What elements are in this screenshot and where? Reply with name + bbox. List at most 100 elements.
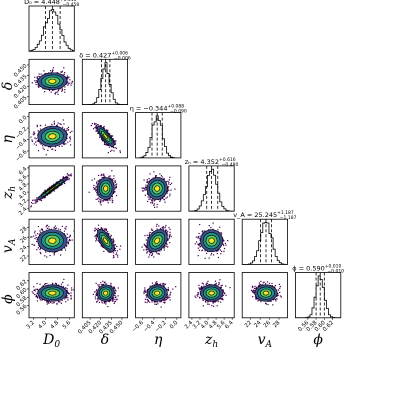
sample-point xyxy=(43,196,45,198)
sample-point xyxy=(53,227,55,229)
sample-point xyxy=(45,226,47,228)
sample-point xyxy=(56,91,58,93)
sample-point xyxy=(111,178,113,180)
sample-point xyxy=(100,204,102,206)
sample-point xyxy=(146,187,148,189)
sample-point xyxy=(95,185,97,187)
sample-point xyxy=(95,190,97,192)
sample-point xyxy=(57,122,59,124)
sample-point xyxy=(37,139,39,142)
sample-point xyxy=(99,135,101,137)
sample-point xyxy=(103,140,105,143)
sample-point xyxy=(94,126,96,129)
y-tick-label-zh: 2.4 xyxy=(18,206,29,217)
sample-point xyxy=(61,183,63,186)
sample-point xyxy=(165,181,167,183)
sample-point xyxy=(96,194,98,196)
sample-point xyxy=(64,247,66,249)
sample-point xyxy=(64,86,66,88)
sample-point xyxy=(117,256,119,258)
sample-point xyxy=(110,177,112,180)
sample-point xyxy=(112,179,114,182)
sample-point xyxy=(163,199,165,201)
sample-point xyxy=(76,138,77,139)
sample-point xyxy=(91,123,94,125)
sample-point xyxy=(110,235,112,238)
contour-0p5sigma xyxy=(48,133,57,140)
sample-point xyxy=(37,130,39,132)
sample-point xyxy=(103,175,105,177)
sample-point xyxy=(102,174,104,176)
sample-point xyxy=(55,91,57,94)
sample-point xyxy=(107,200,109,202)
sample-point xyxy=(43,148,45,151)
sample-point xyxy=(32,202,34,205)
sample-point xyxy=(40,124,42,127)
sample-point xyxy=(95,123,97,125)
sample-point xyxy=(41,229,43,231)
sample-point xyxy=(101,173,103,175)
contour-0p5sigma xyxy=(48,237,57,244)
sample-point xyxy=(65,77,68,79)
sample-point xyxy=(112,137,114,140)
sample-point xyxy=(58,88,60,90)
panel-frame xyxy=(135,112,182,159)
sample-point xyxy=(102,139,104,142)
sample-point xyxy=(170,182,173,184)
sample-point xyxy=(68,238,71,241)
sample-point xyxy=(146,181,149,184)
sample-point xyxy=(43,70,45,72)
sample-point xyxy=(102,126,105,129)
sample-point xyxy=(44,189,46,191)
sample-point xyxy=(34,200,36,202)
sample-point xyxy=(48,226,50,228)
sample-point xyxy=(108,133,111,135)
sample-point xyxy=(58,228,60,230)
sample-point xyxy=(153,206,156,208)
sample-point xyxy=(65,130,67,132)
y-tick-label-zh: 5.6 xyxy=(18,174,29,185)
sample-point xyxy=(98,240,100,242)
sample-point xyxy=(153,203,155,205)
sample-point xyxy=(148,198,150,200)
sample-point xyxy=(44,196,46,198)
sample-point xyxy=(36,240,38,243)
sample-point xyxy=(62,143,65,145)
sample-point xyxy=(146,200,149,203)
sample-point xyxy=(161,176,163,178)
sample-point xyxy=(96,181,98,183)
sample-point xyxy=(32,199,34,201)
sample-point xyxy=(40,231,42,234)
sample-point xyxy=(103,173,105,175)
sample-point xyxy=(92,128,95,130)
histogram-zh xyxy=(188,168,235,212)
sample-point xyxy=(108,144,110,147)
sample-point xyxy=(95,182,98,184)
sample-point xyxy=(54,146,57,148)
sample-point xyxy=(66,75,68,77)
sample-point xyxy=(95,130,97,132)
panel-frame xyxy=(81,165,129,212)
sample-point xyxy=(151,200,153,202)
sample-point xyxy=(35,234,37,236)
sample-point xyxy=(33,244,35,246)
sample-point xyxy=(36,199,38,201)
sample-point xyxy=(31,243,33,245)
sample-point xyxy=(50,192,52,194)
sample-point xyxy=(65,176,67,178)
sample-point xyxy=(108,175,110,177)
sample-point xyxy=(113,150,115,152)
sample-point xyxy=(111,170,113,172)
sample-point xyxy=(61,89,64,91)
sample-point xyxy=(146,181,148,183)
panel-eta-delta xyxy=(81,112,129,159)
sample-point xyxy=(38,86,40,88)
sample-point xyxy=(95,125,97,127)
sample-point xyxy=(62,119,64,121)
sample-point xyxy=(149,173,151,175)
sample-point xyxy=(112,138,114,141)
sample-point xyxy=(39,248,41,251)
sample-point xyxy=(111,196,114,198)
sample-point xyxy=(96,235,98,238)
